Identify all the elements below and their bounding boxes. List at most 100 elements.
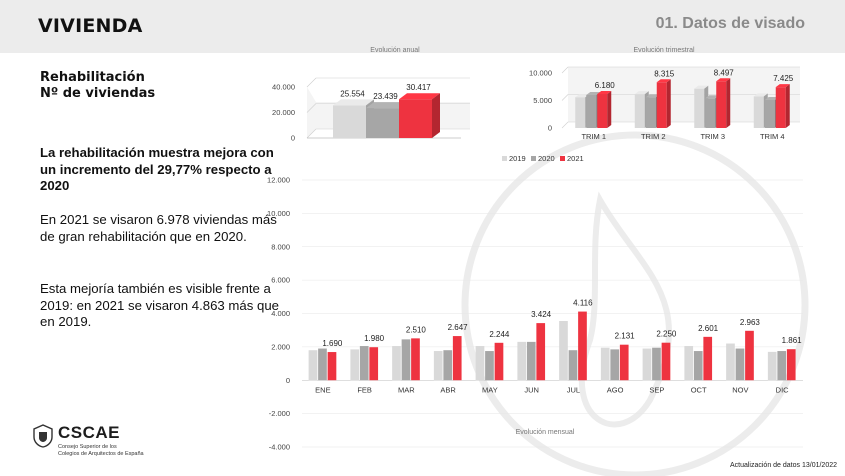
monthly-x-tick: ABR: [440, 385, 456, 394]
monthly-bar-2020-MAR: [401, 339, 411, 381]
monthly-y-tick: -2.000: [269, 409, 290, 418]
monthly-bar-2021-AGO: [619, 344, 629, 381]
quarterly-value-label: 6.180: [595, 81, 616, 90]
quarterly-bar-side: [785, 84, 790, 128]
section-title: 01. Datos de visado: [655, 15, 805, 32]
quarterly-x-tick: TRIM 3: [700, 132, 725, 141]
annual-grid-diagonal: [306, 128, 317, 139]
monthly-bar-2019-AGO: [600, 347, 610, 381]
annual-bar-top: [366, 102, 407, 109]
header-bar: [0, 0, 845, 53]
quarterly-bar-2021: [775, 87, 786, 128]
quarterly-bar-side: [607, 91, 612, 128]
monthly-value-label: 1.861: [782, 336, 803, 345]
quarterly-bar-top: [586, 92, 601, 95]
logo-name: CSCAE: [58, 423, 121, 442]
monthly-value-label: 2.131: [615, 332, 636, 341]
monthly-value-label: 2.510: [406, 325, 427, 334]
logo-sub-line2: Colegios de Arquitectos de España: [58, 451, 144, 457]
annual-y-tick: 20.000: [272, 108, 295, 117]
legend-swatch-2021: [560, 156, 565, 161]
monthly-bar-2019-SEP: [642, 348, 652, 381]
quarterly-bar-2020: [764, 99, 775, 128]
legend-label-2021: 2021: [567, 154, 584, 163]
quarterly-bar-side: [726, 78, 731, 128]
monthly-bar-2020-JUN: [526, 341, 536, 381]
quarterly-bar-top: [575, 94, 590, 98]
quarterly-bar-top: [705, 95, 720, 99]
monthly-x-tick: NOV: [732, 385, 748, 394]
monthly-bar-2021-MAR: [411, 338, 420, 381]
quarterly-bar-top: [597, 91, 612, 95]
quarterly-bar-2019: [694, 88, 705, 128]
subtitle: Rehabilitación Nº de viviendas: [40, 70, 155, 102]
quarterly-bar-top: [645, 94, 660, 98]
quarterly-bar-top: [764, 96, 779, 100]
monthly-bar-2019-JUN: [517, 341, 527, 381]
monthly-bar-2020-OCT: [693, 351, 703, 381]
monthly-value-label: 2.250: [656, 330, 677, 339]
monthly-y-tick: -4.000: [269, 443, 290, 452]
annual-bar-side: [432, 93, 440, 138]
cscae-logo: CSCAE Consejo Superior de los Colegios d…: [32, 423, 202, 463]
monthly-bar-2021-MAY: [494, 342, 504, 381]
monthly-value-label: 2.244: [489, 330, 510, 339]
annual-bar-2021: [399, 99, 432, 138]
legend-swatch-2020: [531, 156, 536, 161]
annual-y-tick: 0: [291, 134, 295, 143]
monthly-bar-2021-NOV: [745, 330, 754, 381]
monthly-x-tick: MAY: [482, 385, 498, 394]
monthly-bar-2019-FEB: [350, 349, 360, 381]
quarterly-bar-top: [775, 84, 790, 88]
monthly-value-label: 4.116: [573, 299, 593, 308]
monthly-bar-2021-ENE: [327, 352, 337, 381]
monthly-bar-2020-AGO: [610, 349, 620, 381]
monthly-x-tick: SEP: [649, 385, 664, 394]
highlight-text: La rehabilitación muestra mejora con un …: [40, 145, 274, 193]
legend-label-2020: 2020: [538, 154, 555, 163]
monthly-x-tick: ENE: [315, 385, 330, 394]
monthly-bar-2019-MAR: [392, 346, 401, 381]
monthly-bar-2019-JUL: [559, 321, 568, 381]
annual-bar-2019: [333, 105, 366, 138]
monthly-bar-2019-NOV: [726, 343, 735, 381]
update-date: Actualización de datos 13/01/2022: [729, 462, 837, 469]
monthly-bar-2019-ENE: [308, 350, 318, 381]
quarterly-bar-2021: [656, 82, 667, 128]
monthly-y-tick: 8.000: [271, 242, 290, 251]
legend-swatch-2019: [502, 156, 507, 161]
monthly-value-label: 2.647: [448, 323, 469, 332]
page-title: VIVIENDA: [38, 15, 143, 37]
subtitle-line2: Nº de viviendas: [40, 86, 156, 101]
monthly-bar-2021-JUL: [578, 311, 587, 381]
quarterly-value-label: 8.315: [654, 69, 675, 78]
annual-bar-2020: [366, 108, 399, 138]
monthly-x-tick: OCT: [691, 385, 707, 394]
monthly-x-tick: JUN: [524, 385, 539, 394]
monthly-value-label: 1.980: [364, 334, 385, 343]
paragraph-3: Esta mejoría también es visible frente a…: [40, 281, 280, 329]
quarterly-bar-top: [753, 93, 768, 97]
quarterly-bar-2019: [634, 94, 645, 128]
monthly-x-tick: AGO: [607, 385, 624, 394]
annual-chart-title: Evolución anual: [370, 47, 420, 54]
monthly-bar-2021-DIC: [786, 349, 796, 381]
monthly-bar-2020-MAY: [485, 351, 494, 381]
quarterly-bar-top: [634, 91, 649, 95]
quarterly-bar-top: [656, 79, 671, 83]
monthly-bar-2021-FEB: [369, 347, 379, 381]
monthly-value-label: 2.601: [698, 324, 719, 333]
monthly-bar-2020-FEB: [359, 346, 369, 381]
annual-value-label: 30.417: [406, 83, 431, 92]
annual-value-label: 25.554: [340, 89, 365, 98]
monthly-bar-2019-DIC: [767, 351, 777, 381]
monthly-value-label: 2.963: [740, 318, 761, 327]
quarterly-y-tick: 10.000: [529, 69, 552, 78]
monthly-chart: -4.000 -2.000 0 2.000 4.000 6.000 8.000 10.000 1…: [267, 176, 803, 452]
annual-grid-diagonal: [306, 77, 317, 88]
logo-subtitle: Consejo Superior de los Colegios de Arqu…: [58, 444, 188, 458]
monthly-bar-2021-OCT: [703, 336, 713, 381]
quarterly-grid-diagonal: [561, 94, 569, 101]
